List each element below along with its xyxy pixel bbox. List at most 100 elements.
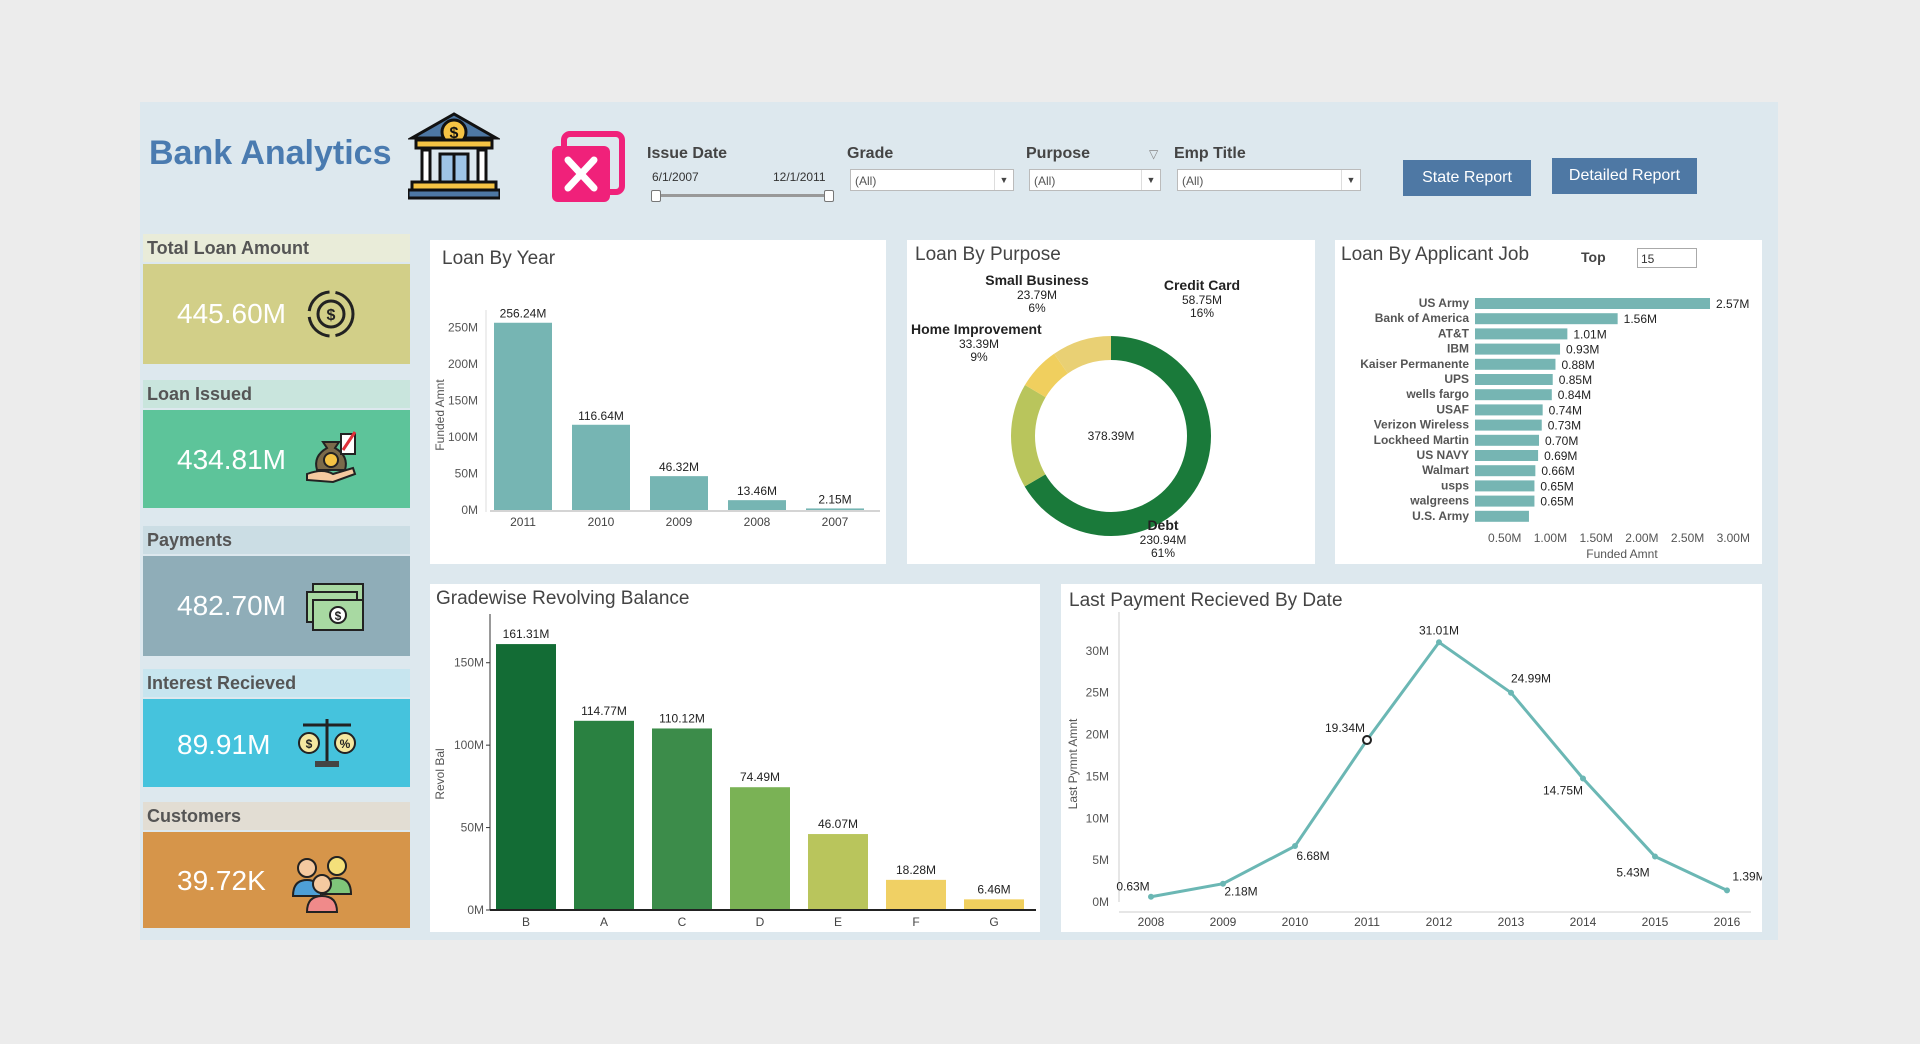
panel-title: Gradewise Revolving Balance xyxy=(436,588,690,609)
bar xyxy=(1475,495,1535,507)
y-tick-label: 100M xyxy=(448,430,478,444)
x-tick-label: 2012 xyxy=(1426,915,1453,929)
bar xyxy=(728,500,786,510)
category-label: USAF xyxy=(1436,402,1469,416)
last-payment-chart: 0M 5M 10M 15M 20M 25M 30M Last Pymnt Amnt 0.63M 2… xyxy=(1066,612,1762,929)
kpi-value-box: 482.70M $ xyxy=(143,556,410,656)
y-tick-label: 0M xyxy=(467,903,484,917)
category-label: Lockheed Martin xyxy=(1374,433,1469,447)
x-tick-label: 1.50M xyxy=(1579,531,1612,545)
data-point xyxy=(1652,853,1658,860)
bar xyxy=(574,720,634,910)
x-tick-label: 2007 xyxy=(822,515,849,529)
kpi-value: 445.60M xyxy=(177,298,286,329)
x-tick-label: 2011 xyxy=(1354,915,1380,929)
issue-date-slider-track[interactable] xyxy=(656,194,832,197)
x-tick-label: 2.00M xyxy=(1625,531,1658,545)
y-axis-label: Revol Bal xyxy=(433,748,447,799)
last-payment-panel: Last Payment Recieved By Date 0M 5M 10M 15M… xyxy=(1061,584,1762,932)
y-axis-label: Last Pymnt Amnt xyxy=(1066,718,1080,809)
kpi-value-box: 434.81M xyxy=(143,410,410,508)
issue-date-slider-end-handle[interactable] xyxy=(824,190,834,202)
bar xyxy=(494,322,552,510)
cash-stack-icon: $ xyxy=(306,583,364,631)
series-line xyxy=(1150,640,1728,899)
data-label: 1.01M xyxy=(1573,327,1606,341)
slice-pct-label: 9% xyxy=(970,350,988,364)
bar xyxy=(1475,480,1535,492)
issue-date-slider-start-handle[interactable] xyxy=(651,190,661,202)
pie-slice xyxy=(1024,353,1068,398)
data-label: 0.85M xyxy=(1559,373,1592,387)
x-tick-label: C xyxy=(678,915,687,929)
bar xyxy=(1475,374,1553,385)
y-tick-label: 150M xyxy=(454,656,484,670)
chevron-down-icon[interactable]: ▼ xyxy=(1141,170,1160,190)
grade-select[interactable]: (All) ▼ xyxy=(850,169,1014,191)
kpi-interest-recieved: Interest Recieved 89.91M $ % xyxy=(143,669,410,787)
slice-name-label: Credit Card xyxy=(1164,277,1240,293)
data-label: 116.64M xyxy=(578,409,624,423)
category-label: wells fargo xyxy=(1405,387,1469,401)
bar xyxy=(650,476,708,510)
kpi-customers: Customers 39.72K xyxy=(143,802,410,928)
emp-title-select[interactable]: (All) ▼ xyxy=(1177,169,1361,191)
chevron-down-icon[interactable]: ▼ xyxy=(1341,170,1360,190)
y-tick-label: 5M xyxy=(1092,853,1109,867)
kpi-label: Loan Issued xyxy=(143,380,410,408)
x-tick-label: 1.00M xyxy=(1534,531,1567,545)
bar xyxy=(1475,450,1539,461)
loan-by-year-panel: Loan By Year 0M 50M 100M 150M 200M 250M Funded… xyxy=(430,240,886,564)
purpose-select[interactable]: (All) ▼ xyxy=(1029,169,1161,191)
data-label: 74.49M xyxy=(740,770,780,784)
data-label: 256.24M xyxy=(500,307,547,321)
bar xyxy=(730,787,790,910)
y-tick-label: 200M xyxy=(448,357,478,371)
panel-title: Loan By Purpose xyxy=(915,244,1061,265)
filter-funnel-icon[interactable]: ▽ xyxy=(1149,147,1159,161)
emp-title-select-value: (All) xyxy=(1182,174,1204,188)
bar xyxy=(808,834,868,910)
slice-name-label: Home Improvement xyxy=(911,321,1042,337)
clear-filters-icon[interactable] xyxy=(550,130,628,206)
bar xyxy=(1475,343,1561,355)
slice-value-label: 33.39M xyxy=(959,337,999,351)
purpose-select-value: (All) xyxy=(1034,174,1056,188)
data-label: 0.69M xyxy=(1544,449,1577,463)
revolving-balance-chart: 0M 50M 100M 150M Revol Bal 161.31M B 114.77M A 11… xyxy=(433,614,1036,929)
state-report-button[interactable]: State Report xyxy=(1403,160,1531,196)
y-tick-label: 10M xyxy=(1086,811,1109,825)
kpi-loan-issued: Loan Issued 434.81M xyxy=(143,380,410,508)
data-point xyxy=(1220,880,1226,887)
data-label: 161.31M xyxy=(503,627,550,641)
data-point xyxy=(1292,843,1298,850)
top-n-label: Top xyxy=(1581,249,1606,265)
y-tick-label: 20M xyxy=(1086,728,1109,742)
bar xyxy=(1475,298,1710,309)
data-label: 46.32M xyxy=(659,460,699,474)
x-tick-label: 2011 xyxy=(510,515,536,529)
page-title: Bank Analytics xyxy=(149,134,392,172)
detailed-report-button[interactable]: Detailed Report xyxy=(1552,158,1697,194)
chevron-down-icon[interactable]: ▼ xyxy=(994,170,1013,190)
category-label: usps xyxy=(1441,478,1469,492)
data-label: 2.57M xyxy=(1716,297,1749,311)
category-label: US Army xyxy=(1419,296,1470,310)
top-n-input[interactable]: 15 xyxy=(1637,248,1697,268)
data-point xyxy=(1362,735,1372,746)
bar xyxy=(1475,358,1556,370)
x-tick-label: 2015 xyxy=(1642,915,1669,929)
y-tick-label: 0M xyxy=(1092,895,1109,909)
kpi-value-box: 89.91M $ % xyxy=(143,699,410,787)
data-label: 0.65M xyxy=(1540,495,1573,509)
data-label: 0.66M xyxy=(1541,464,1574,478)
money-bag-hand-icon xyxy=(306,431,357,484)
svg-text:$: $ xyxy=(327,307,336,324)
data-label: 110.12M xyxy=(659,711,705,725)
kpi-label: Interest Recieved xyxy=(143,669,410,697)
x-tick-label: 2010 xyxy=(1282,915,1309,929)
slice-pct-label: 6% xyxy=(1028,301,1046,315)
kpi-label: Total Loan Amount xyxy=(143,234,410,262)
bar xyxy=(652,728,712,910)
x-tick-label: 2010 xyxy=(588,515,615,529)
